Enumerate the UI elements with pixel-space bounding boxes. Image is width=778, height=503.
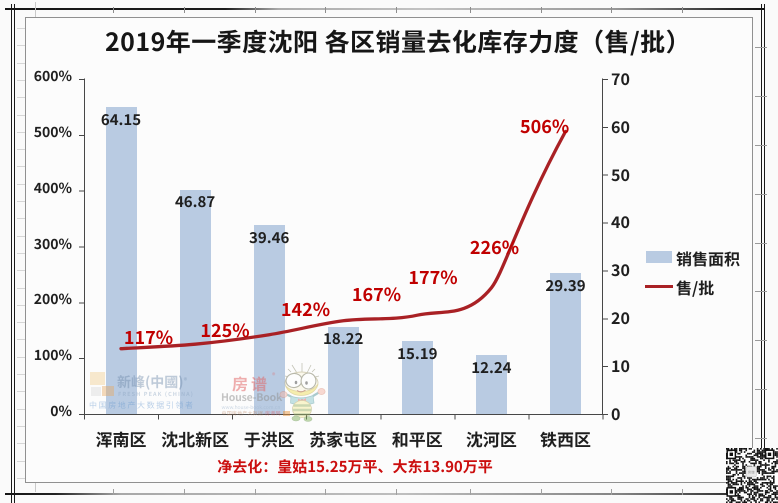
svg-text:房谱: 房谱	[748, 471, 756, 476]
